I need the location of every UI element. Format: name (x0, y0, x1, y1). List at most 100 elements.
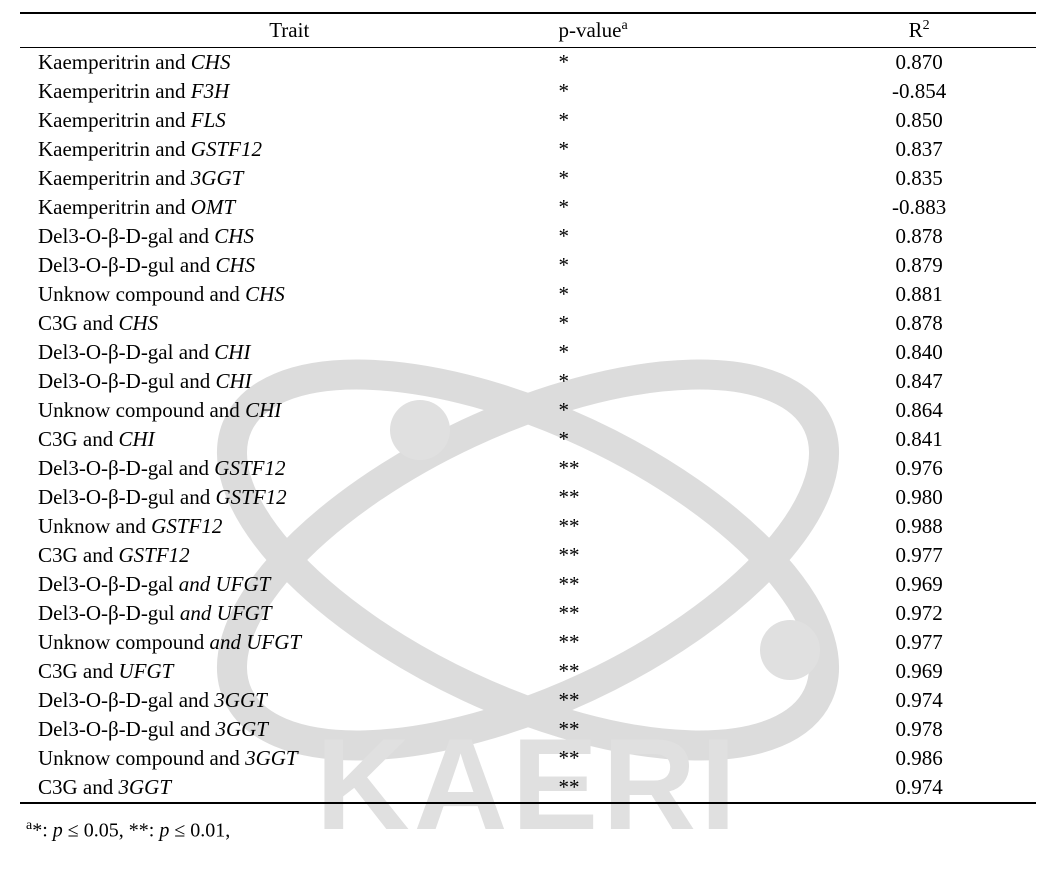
pvalue-cell: ** (558, 773, 802, 803)
r2-cell: 0.864 (802, 396, 1036, 425)
r2-cell: 0.840 (802, 338, 1036, 367)
trait-cell: C3G and GSTF12 (20, 541, 558, 570)
r2-cell: 0.835 (802, 164, 1036, 193)
r2-cell: 0.988 (802, 512, 1036, 541)
trait-cell: Del3-O-β-D-gal and GSTF12 (20, 454, 558, 483)
table-row: Del3-O-β-D-gal and UFGT**0.969 (20, 570, 1036, 599)
r2-cell: 0.977 (802, 541, 1036, 570)
trait-cell: Del3-O-β-D-gal and 3GGT (20, 686, 558, 715)
r2-cell: 0.977 (802, 628, 1036, 657)
trait-cell: Kaemperitrin and CHS (20, 48, 558, 78)
r2-cell: 0.837 (802, 135, 1036, 164)
pvalue-cell: * (558, 77, 802, 106)
table-row: Unknow compound and CHI*0.864 (20, 396, 1036, 425)
pvalue-cell: * (558, 367, 802, 396)
r2-cell: 0.972 (802, 599, 1036, 628)
pvalue-cell: ** (558, 715, 802, 744)
pvalue-cell: * (558, 338, 802, 367)
trait-cell: Del3-O-β-D-gal and CHS (20, 222, 558, 251)
table-row: Del3-O-β-D-gul and CHS*0.879 (20, 251, 1036, 280)
trait-cell: Del3-O-β-D-gul and 3GGT (20, 715, 558, 744)
table-row: C3G and CHS*0.878 (20, 309, 1036, 338)
header-r2: R2 (802, 13, 1036, 48)
table-row: Kaemperitrin and 3GGT*0.835 (20, 164, 1036, 193)
pvalue-cell: ** (558, 541, 802, 570)
trait-cell: Del3-O-β-D-gul and CHS (20, 251, 558, 280)
table-row: Unknow compound and CHS*0.881 (20, 280, 1036, 309)
r2-cell: 0.870 (802, 48, 1036, 78)
r2-cell: 0.847 (802, 367, 1036, 396)
r2-cell: 0.986 (802, 744, 1036, 773)
table-row: Del3-O-β-D-gul and GSTF12**0.980 (20, 483, 1036, 512)
trait-cell: Del3-O-β-D-gul and GSTF12 (20, 483, 558, 512)
pvalue-cell: ** (558, 512, 802, 541)
pvalue-cell: * (558, 193, 802, 222)
table-container: Trait p-valuea R2 Kaemperitrin and CHS*0… (20, 12, 1036, 804)
table-row: Del3-O-β-D-gul and 3GGT**0.978 (20, 715, 1036, 744)
table-row: Unknow compound and UFGT**0.977 (20, 628, 1036, 657)
pvalue-cell: ** (558, 657, 802, 686)
r2-cell: 0.850 (802, 106, 1036, 135)
pvalue-cell: * (558, 396, 802, 425)
trait-cell: C3G and UFGT (20, 657, 558, 686)
pvalue-cell: * (558, 135, 802, 164)
table-row: Del3-O-β-D-gul and UFGT**0.972 (20, 599, 1036, 628)
table-row: Unknow compound and 3GGT**0.986 (20, 744, 1036, 773)
trait-cell: Del3-O-β-D-gul and CHI (20, 367, 558, 396)
trait-cell: Kaemperitrin and OMT (20, 193, 558, 222)
data-table: Trait p-valuea R2 Kaemperitrin and CHS*0… (20, 12, 1036, 804)
table-row: Del3-O-β-D-gul and CHI*0.847 (20, 367, 1036, 396)
pvalue-cell: * (558, 48, 802, 78)
r2-cell: 0.881 (802, 280, 1036, 309)
header-row: Trait p-valuea R2 (20, 13, 1036, 48)
r2-cell: 0.969 (802, 570, 1036, 599)
r2-cell: 0.976 (802, 454, 1036, 483)
table-row: C3G and CHI*0.841 (20, 425, 1036, 454)
pvalue-cell: * (558, 309, 802, 338)
table-row: Del3-O-β-D-gal and CHS*0.878 (20, 222, 1036, 251)
pvalue-cell: ** (558, 686, 802, 715)
r2-cell: 0.978 (802, 715, 1036, 744)
trait-cell: Kaemperitrin and F3H (20, 77, 558, 106)
trait-cell: Del3-O-β-D-gal and CHI (20, 338, 558, 367)
r2-cell: 0.974 (802, 773, 1036, 803)
table-row: C3G and 3GGT**0.974 (20, 773, 1036, 803)
pvalue-cell: * (558, 222, 802, 251)
r2-cell: -0.883 (802, 193, 1036, 222)
trait-cell: Kaemperitrin and FLS (20, 106, 558, 135)
table-row: Kaemperitrin and OMT*-0.883 (20, 193, 1036, 222)
table-row: Del3-O-β-D-gal and GSTF12**0.976 (20, 454, 1036, 483)
header-trait: Trait (20, 13, 558, 48)
r2-cell: 0.974 (802, 686, 1036, 715)
trait-cell: Kaemperitrin and GSTF12 (20, 135, 558, 164)
pvalue-cell: ** (558, 570, 802, 599)
trait-cell: Del3-O-β-D-gal and UFGT (20, 570, 558, 599)
r2-cell: 0.878 (802, 222, 1036, 251)
pvalue-cell: * (558, 280, 802, 309)
trait-cell: Unknow and GSTF12 (20, 512, 558, 541)
table-row: Kaemperitrin and FLS*0.850 (20, 106, 1036, 135)
pvalue-cell: * (558, 425, 802, 454)
r2-cell: -0.854 (802, 77, 1036, 106)
r2-cell: 0.980 (802, 483, 1036, 512)
table-row: Kaemperitrin and CHS*0.870 (20, 48, 1036, 78)
trait-cell: Del3-O-β-D-gul and UFGT (20, 599, 558, 628)
table-row: Kaemperitrin and GSTF12*0.837 (20, 135, 1036, 164)
trait-cell: Kaemperitrin and 3GGT (20, 164, 558, 193)
trait-cell: Unknow compound and UFGT (20, 628, 558, 657)
pvalue-cell: ** (558, 599, 802, 628)
trait-cell: Unknow compound and 3GGT (20, 744, 558, 773)
r2-cell: 0.878 (802, 309, 1036, 338)
pvalue-cell: * (558, 106, 802, 135)
pvalue-cell: * (558, 164, 802, 193)
table-row: C3G and GSTF12**0.977 (20, 541, 1036, 570)
header-pvalue: p-valuea (558, 13, 802, 48)
trait-cell: C3G and CHS (20, 309, 558, 338)
table-row: Del3-O-β-D-gal and CHI*0.840 (20, 338, 1036, 367)
r2-cell: 0.969 (802, 657, 1036, 686)
trait-cell: C3G and CHI (20, 425, 558, 454)
trait-cell: Unknow compound and CHS (20, 280, 558, 309)
pvalue-cell: * (558, 251, 802, 280)
table-row: Del3-O-β-D-gal and 3GGT**0.974 (20, 686, 1036, 715)
pvalue-cell: ** (558, 483, 802, 512)
